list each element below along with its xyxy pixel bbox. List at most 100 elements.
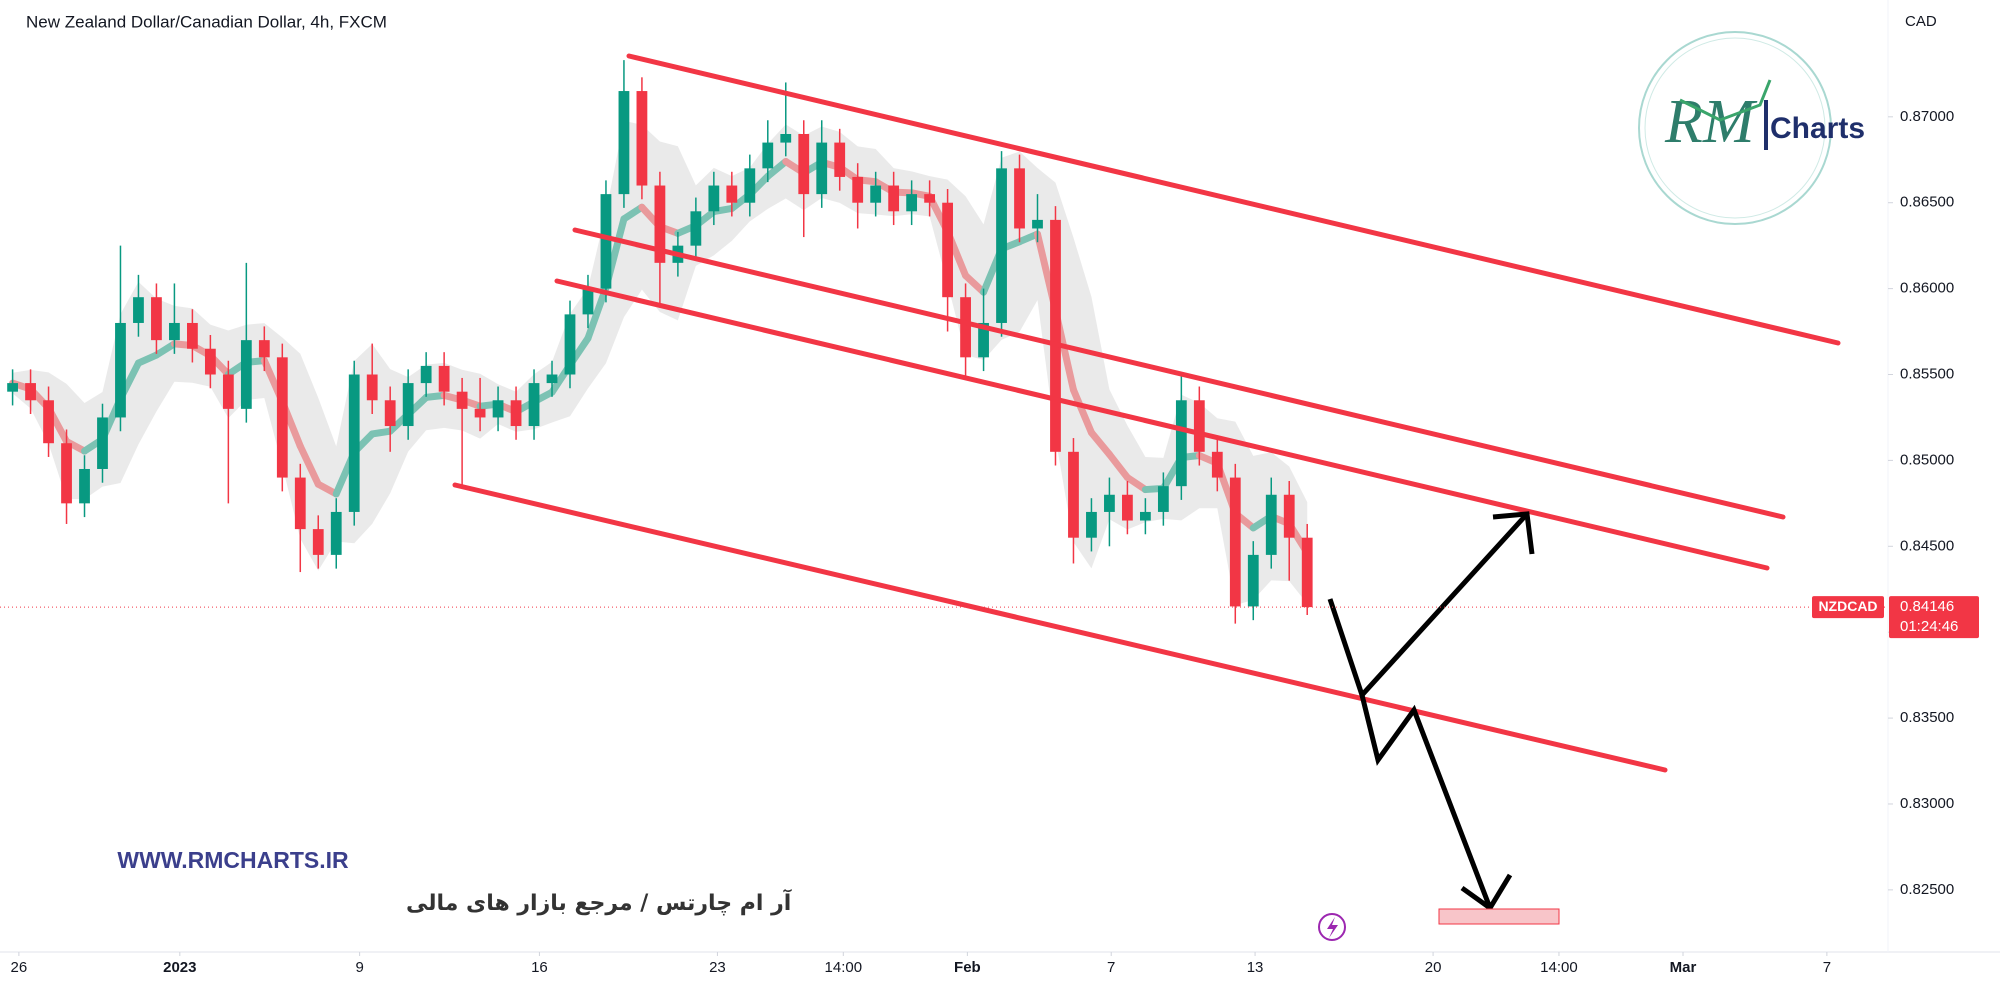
- ma-line: [1087, 429, 1113, 458]
- candle-body: [528, 383, 540, 427]
- candle-body: [79, 468, 90, 504]
- candle-body: [1157, 486, 1169, 512]
- candle-body: [276, 357, 288, 478]
- candle-body: [1122, 494, 1133, 521]
- price-tag: [1889, 596, 1979, 639]
- ma-line: [584, 284, 610, 342]
- candle-body: [834, 142, 846, 177]
- candle-body: [456, 391, 468, 409]
- candle-body: [1193, 400, 1205, 452]
- candle-body: [7, 383, 18, 392]
- ma-line: [764, 157, 790, 180]
- x-tick-label: 16: [531, 959, 548, 976]
- candle-body: [330, 511, 342, 555]
- channel-lines: [452, 53, 1841, 773]
- candle-body: [240, 340, 252, 409]
- candle-body: [582, 288, 594, 315]
- logo-circle: [1638, 31, 1832, 225]
- candle-body: [744, 168, 756, 203]
- candle-body: [402, 383, 414, 427]
- candle-body: [420, 365, 432, 384]
- candle-body: [1229, 477, 1241, 607]
- candle-body: [726, 185, 738, 203]
- channel-line: [452, 482, 1668, 773]
- channel-line: [554, 278, 1770, 571]
- candle-body: [474, 408, 486, 418]
- y-tick-label: 0.82500: [1900, 881, 1954, 898]
- candle-body: [348, 374, 360, 512]
- x-tick-label: 14:00: [825, 959, 863, 976]
- candle-body: [1139, 511, 1151, 521]
- axes: 0.825000.830000.835000.840000.845000.850…: [0, 108, 1979, 976]
- channel-line: [572, 227, 1786, 520]
- events-bolt: [1327, 917, 1338, 938]
- watermark-url: WWW.RMCHARTS.IR: [117, 847, 349, 873]
- target-zone: [1438, 908, 1560, 925]
- candle-body: [294, 477, 306, 530]
- y-tick-label: 0.83000: [1900, 795, 1954, 812]
- ma-line: [152, 340, 178, 359]
- events-icon[interactable]: [1318, 913, 1346, 941]
- candle-body: [564, 314, 576, 375]
- candle-body: [204, 348, 216, 375]
- candle-body: [25, 383, 36, 401]
- candle-body: [1104, 494, 1115, 512]
- candle-body: [996, 168, 1007, 323]
- watermark-tagline: آر ام چارتس / مرجع بازار های مالی: [406, 888, 792, 916]
- y-tick-label: 0.87000: [1900, 108, 1954, 125]
- candle-body: [258, 340, 270, 358]
- x-tick-label: 7: [1107, 959, 1115, 976]
- candle-body: [888, 185, 900, 212]
- candle-body: [366, 374, 378, 401]
- axis-label: CAD: [1905, 13, 1937, 30]
- candle-body: [133, 297, 144, 323]
- ma-line: [1123, 474, 1149, 494]
- ma-line: [962, 272, 988, 296]
- candle-body: [816, 142, 828, 195]
- candle-body: [1247, 554, 1259, 607]
- candle-body: [384, 400, 396, 427]
- x-tick-label: 20: [1425, 959, 1442, 976]
- arrow-head: [1460, 873, 1513, 912]
- candle-body: [1283, 494, 1295, 538]
- candle-body: [924, 194, 936, 203]
- candle-body: [438, 365, 450, 392]
- candle-body: [1014, 168, 1025, 229]
- projection: [1327, 511, 1535, 912]
- candle-body: [762, 142, 774, 169]
- y-tick-label: 0.86000: [1900, 280, 1954, 297]
- candle-body: [1050, 219, 1061, 452]
- y-tick-label: 0.86500: [1900, 194, 1954, 211]
- ma-line: [620, 203, 646, 223]
- candle-body: [906, 194, 918, 212]
- x-tick-label: 13: [1247, 959, 1264, 976]
- candle-body: [942, 202, 953, 298]
- x-tick-label: 9: [355, 959, 363, 976]
- logo-arrow: [1679, 79, 1772, 122]
- ma-line: [296, 442, 322, 488]
- x-tick-label: Mar: [1670, 959, 1697, 976]
- candle-body: [798, 133, 810, 195]
- candles: [7, 60, 1313, 624]
- candle-body: [61, 443, 72, 504]
- candle-body: [600, 194, 612, 289]
- symbol-tag: [1812, 596, 1884, 619]
- y-tick-label: 0.83500: [1900, 709, 1954, 726]
- candle-body: [852, 176, 864, 203]
- x-tick-label: Feb: [954, 959, 981, 976]
- logo-text: Charts: [1770, 112, 1865, 145]
- candle-body: [1032, 219, 1043, 229]
- candle-body: [978, 322, 989, 358]
- ma-line: [1105, 450, 1131, 482]
- x-tick-label: 7: [1823, 959, 1831, 976]
- channel-line: [626, 53, 1841, 346]
- candle-body: [1301, 537, 1313, 608]
- candle-body: [187, 322, 198, 349]
- events-circle[interactable]: [1318, 913, 1346, 941]
- y-tick-label: 0.85500: [1900, 365, 1954, 382]
- candle-body: [151, 297, 162, 341]
- candle-body: [1175, 400, 1187, 487]
- candle-body: [1086, 511, 1097, 538]
